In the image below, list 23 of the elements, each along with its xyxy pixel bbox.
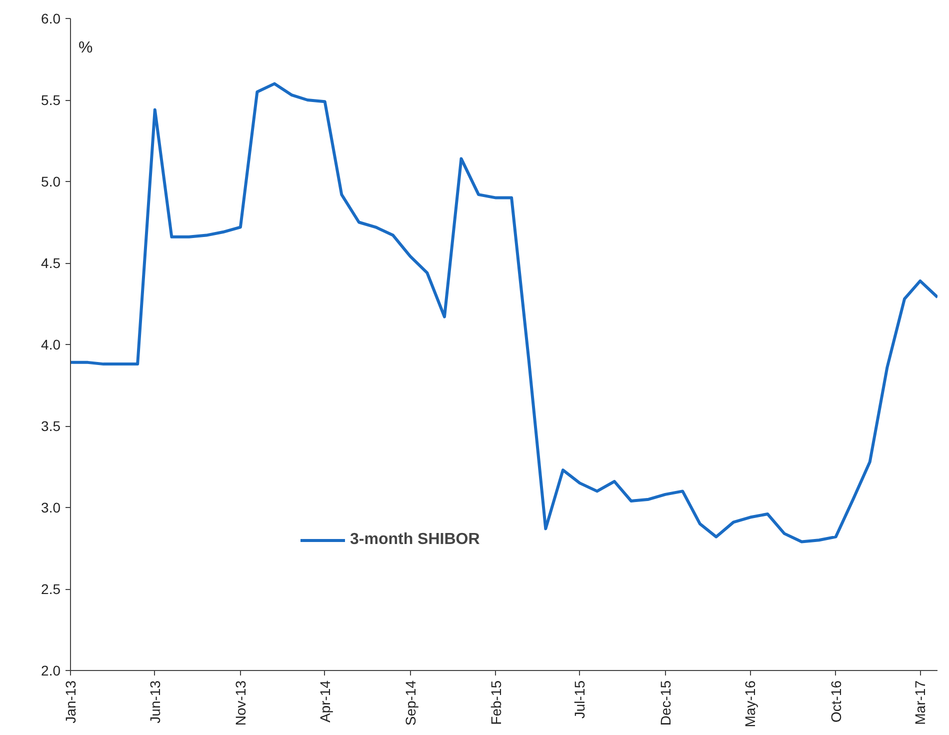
x-tick-label: Oct-16 (828, 680, 844, 723)
x-tick-label: Dec-15 (657, 680, 674, 726)
y-tick-label: 4.0 (41, 336, 61, 352)
x-tick-label: Jul-15 (572, 680, 588, 719)
legend-label: 3-month SHIBOR (350, 531, 480, 549)
x-tick-label: Apr-14 (316, 680, 333, 723)
y-tick-label: 5.0 (41, 174, 61, 190)
y-tick-label: 6.0 (41, 10, 61, 26)
x-tick-label: Sep-14 (402, 680, 418, 726)
y-tick-label: 2.5 (41, 581, 61, 597)
y-tick-label: 4.5 (41, 255, 61, 271)
y-tick-label: 3.0 (41, 500, 61, 516)
x-tick-label: Jun-13 (146, 680, 163, 724)
y-tick-label: 2.0 (41, 662, 61, 678)
x-tick-label: Jan-13 (62, 680, 78, 724)
x-tick-label: May-16 (742, 680, 758, 728)
y-axis-title: % (78, 40, 93, 56)
y-tick-label: 5.5 (41, 92, 61, 108)
y-tick-label: 3.5 (41, 418, 61, 434)
x-tick-label: Mar-17 (912, 680, 928, 725)
line-series (70, 82, 938, 544)
x-tick-label: Feb-15 (488, 680, 504, 725)
x-tick-label: Nov-13 (232, 680, 248, 726)
